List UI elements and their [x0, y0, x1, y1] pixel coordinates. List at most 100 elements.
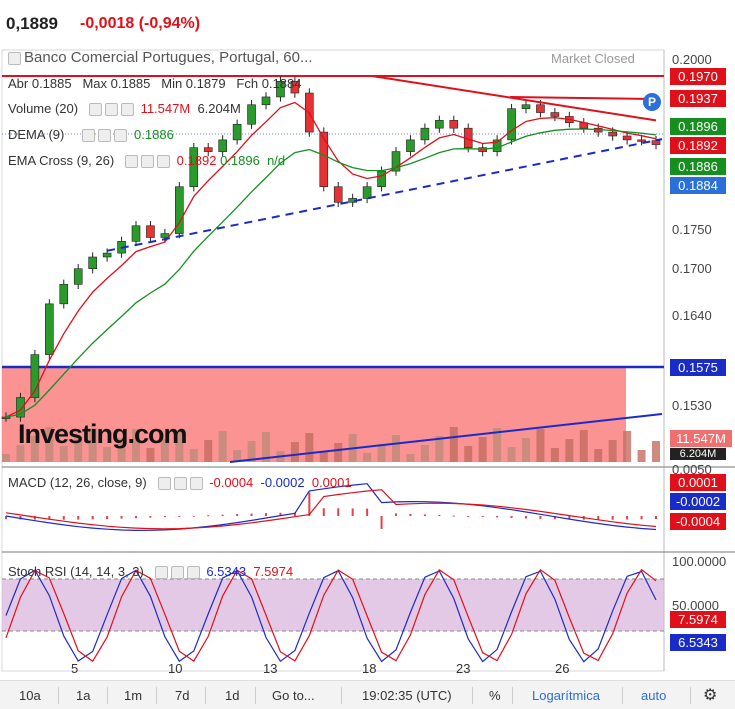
- stoch-tick: 50.0000: [672, 598, 719, 613]
- candle: [651, 140, 661, 145]
- range-1m[interactable]: 1m: [124, 688, 143, 703]
- macd-hist-bar: [279, 512, 282, 516]
- macd-hist-bar: [452, 515, 455, 517]
- expand-icon[interactable]: [8, 51, 21, 65]
- tag-stoch2: 6.5343: [670, 634, 726, 651]
- price-tick: 0.1750: [672, 222, 712, 237]
- candle: [377, 170, 386, 188]
- macd-legend[interactable]: MACD (12, 26, close, 9) -0.0004 -0.0002 …: [8, 475, 352, 491]
- candle: [16, 397, 25, 418]
- range-7d[interactable]: 7d: [175, 688, 190, 703]
- price-change: -0,0018 (-0,94%): [80, 15, 201, 32]
- chart-title: Banco Comercial Portugues, Portugal, 60.…: [8, 49, 313, 66]
- settings-gear-icon[interactable]: ⚙: [703, 687, 718, 704]
- macd-hist-bar: [510, 516, 513, 518]
- gear-icon: [98, 129, 112, 143]
- volume-bar: [160, 439, 169, 462]
- candle: [102, 252, 112, 258]
- volume-bar: [652, 441, 660, 462]
- macd-hist-bar: [611, 516, 614, 520]
- x-tick: 23: [456, 661, 471, 676]
- macd-hist-bar: [293, 512, 296, 516]
- volume-bar: [420, 445, 429, 462]
- volume-bar: [45, 427, 54, 462]
- candle: [276, 81, 285, 98]
- candle: [146, 225, 155, 238]
- range-1d[interactable]: 1d: [225, 688, 240, 703]
- macd-signal-line: [5, 489, 657, 530]
- auto-toggle[interactable]: auto: [641, 688, 667, 703]
- volume-bar: [74, 437, 83, 462]
- volume-bar: [522, 438, 530, 462]
- stoch-k-line: [5, 569, 657, 663]
- macd-hist-bar: [481, 516, 484, 517]
- p-marker[interactable]: P: [643, 93, 661, 111]
- candle: [449, 120, 459, 129]
- macd-hist-bar: [265, 513, 267, 516]
- price-tick: 0.1700: [672, 261, 712, 276]
- volume-bar: [319, 452, 328, 462]
- trendline-support: [106, 138, 663, 252]
- close-icon: [186, 566, 200, 580]
- macd-hist-bar: [568, 516, 571, 520]
- macd-hist-bar: [48, 516, 51, 520]
- dema-legend[interactable]: DEMA (9) 0.1886: [8, 127, 174, 143]
- volume-bar: [637, 450, 646, 462]
- candle: [247, 104, 256, 125]
- macd-hist-bar: [77, 516, 80, 520]
- volume-bar: [117, 438, 126, 462]
- ema-cross-legend[interactable]: EMA Cross (9, 26) 0.1892 0.1896 n/d: [8, 153, 286, 169]
- tag-macd3: -0.0004: [670, 513, 726, 530]
- bottom-toolbar: 10a 1a 1m 7d 1d Go to... 19:02:35 (UTC) …: [0, 680, 735, 709]
- macd-hist-bar: [626, 516, 629, 520]
- macd-hist-bar: [236, 514, 239, 516]
- macd-hist-bar: [380, 516, 383, 529]
- price-tick: 0.0050: [672, 462, 712, 477]
- close-icon: [120, 103, 134, 117]
- macd-hist-bar: [192, 515, 195, 517]
- volume-bar: [30, 436, 39, 462]
- candle: [175, 186, 184, 234]
- percent-toggle[interactable]: %: [489, 688, 501, 703]
- volume-bar: [334, 443, 343, 462]
- volume-trendline: [229, 413, 663, 463]
- volume-bar: [478, 437, 487, 462]
- volume-bar: [175, 430, 184, 462]
- market-status: Market Closed: [551, 51, 635, 66]
- stoch-legend[interactable]: Stoch RSI (14, 14, 3, 3) 6.5343 7.5974: [8, 564, 294, 580]
- last-price: 0,1889: [6, 14, 58, 33]
- chart-canvas[interactable]: [0, 44, 735, 680]
- candle: [1, 416, 11, 419]
- tag-0.1892: 0.1892: [670, 137, 726, 154]
- volume-bar: [565, 439, 574, 462]
- macd-hist-bar: [496, 516, 499, 518]
- range-10a[interactable]: 10a: [19, 688, 41, 703]
- gear-icon: [170, 566, 184, 580]
- candle: [88, 256, 97, 270]
- eye-icon: [154, 566, 168, 580]
- macd-hist-bar: [19, 516, 22, 520]
- range-1a[interactable]: 1a: [76, 688, 91, 703]
- macd-hist-bar: [308, 492, 311, 516]
- volume-bar: [103, 447, 112, 462]
- volume-bar: [146, 448, 155, 462]
- tag-0.1970: 0.1970: [670, 68, 726, 85]
- goto-button[interactable]: Go to...: [272, 688, 315, 703]
- tag-0.1884: 0.1884: [670, 177, 726, 194]
- candle: [507, 108, 516, 141]
- macd-hist-bar: [135, 516, 137, 519]
- gear-icon: [104, 103, 118, 117]
- candle: [550, 112, 560, 117]
- candle: [131, 225, 141, 242]
- x-tick: 10: [168, 661, 183, 676]
- volume-bar: [435, 436, 444, 462]
- tag-0.1575: 0.1575: [670, 359, 726, 376]
- candle: [73, 268, 83, 285]
- ohlc-row: Abr 0.1885 Max 0.1885 Min 0.1879 Fch 0.1…: [8, 76, 302, 91]
- log-toggle[interactable]: Logarítmica: [532, 688, 600, 703]
- volume-legend[interactable]: Volume (20) 11.547M 6.204M: [8, 101, 241, 117]
- volume-bar: [608, 440, 617, 462]
- tag-0.1886: 0.1886: [670, 158, 726, 175]
- candle: [608, 131, 617, 137]
